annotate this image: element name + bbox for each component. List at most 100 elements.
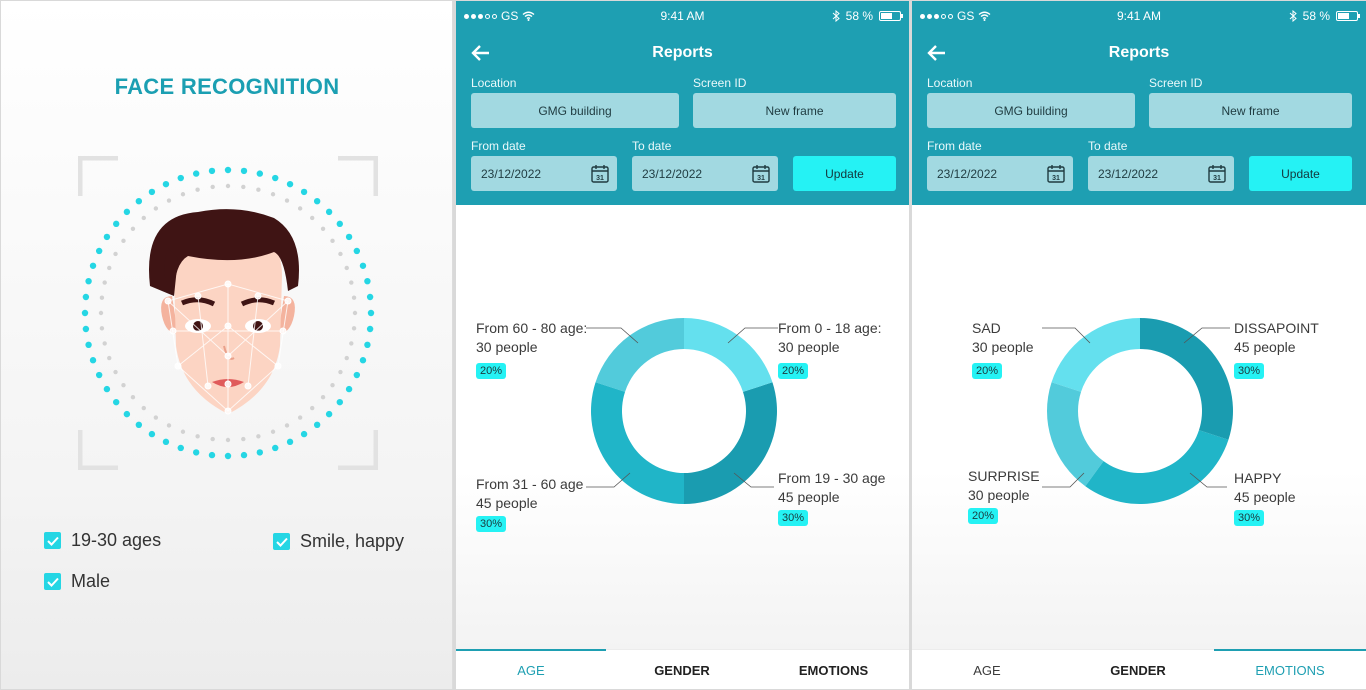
to-date-field[interactable]: 23/12/2022 31 — [632, 156, 778, 191]
donut-slice-1 — [684, 382, 777, 504]
scan-dot — [102, 280, 107, 285]
update-button[interactable]: Update — [1249, 156, 1352, 191]
age-19-30-percent-badge: 30% — [778, 510, 809, 526]
calendar-icon[interactable]: 31 — [1208, 164, 1226, 183]
check-gender-label: Male — [71, 571, 111, 591]
emotion-dissapoint-label: DISSAPOINT 45 people — [1234, 320, 1319, 355]
calendar-icon[interactable]: 31 — [591, 164, 609, 183]
location-label: Location — [927, 76, 973, 90]
scan-dot — [208, 451, 216, 459]
scan-dot — [95, 247, 103, 255]
carrier-label: GS — [957, 9, 975, 23]
scan-dot — [98, 310, 104, 316]
checkbox-checked-icon[interactable] — [44, 532, 61, 549]
scan-dot — [310, 215, 315, 221]
scan-dot — [240, 167, 248, 175]
scan-dot — [107, 355, 112, 361]
wifi-icon — [978, 11, 991, 21]
scan-dot — [123, 410, 131, 418]
check-age-item[interactable]: 19-30 ages — [44, 530, 161, 551]
carrier-label: GS — [501, 9, 519, 23]
scan-dot — [366, 325, 374, 333]
tab-age[interactable]: AGE — [456, 649, 606, 689]
scan-dot — [313, 421, 321, 429]
scan-dot — [82, 325, 90, 333]
age-donut-chart — [586, 318, 778, 504]
tab-emotions[interactable]: EMOTIONS — [1214, 649, 1366, 689]
screen-id-label: Screen ID — [1149, 76, 1203, 90]
tab-gender[interactable]: GENDER — [1110, 662, 1166, 678]
scan-dot — [325, 410, 333, 418]
check-gender-item[interactable]: Male — [44, 571, 110, 592]
bluetooth-icon — [832, 10, 840, 22]
scan-dot — [300, 188, 308, 196]
scan-dot — [130, 226, 136, 231]
svg-text:31: 31 — [596, 175, 604, 182]
emotion-happy-label: HAPPY 45 people — [1234, 470, 1296, 505]
to-date-field[interactable]: 23/12/2022 31 — [1088, 156, 1234, 191]
scan-dot — [121, 238, 126, 244]
scan-dot — [225, 437, 231, 443]
scan-dot — [270, 192, 276, 197]
battery-percent: 58 % — [845, 9, 873, 23]
tab-gender[interactable]: GENDER — [654, 662, 710, 678]
wifi-icon — [522, 11, 535, 21]
tab-age[interactable]: AGE — [973, 662, 1001, 678]
scan-dot — [192, 449, 200, 456]
scan-dot — [284, 198, 290, 203]
scan-dot — [224, 166, 232, 174]
scan-dot — [102, 341, 107, 346]
scan-dot — [148, 430, 156, 438]
scan-dot — [103, 233, 111, 241]
scan-dot — [345, 233, 353, 241]
scan-dot — [113, 369, 118, 375]
svg-text:31: 31 — [1213, 175, 1221, 182]
scan-dot — [135, 421, 143, 429]
donut-slice-3 — [1051, 318, 1140, 392]
calendar-icon[interactable]: 31 — [1047, 164, 1065, 183]
age-31-60-percent-badge: 30% — [476, 516, 507, 532]
scan-dot — [81, 309, 89, 317]
face-recognition-title: FACE RECOGNITION — [114, 74, 340, 99]
battery-icon — [1336, 11, 1360, 21]
status-time: 9:41 AM — [660, 9, 705, 23]
emotion-happy-percent-badge: 30% — [1234, 510, 1265, 526]
scan-dot — [180, 429, 186, 434]
scan-dot — [336, 220, 344, 228]
scan-dot — [180, 192, 186, 197]
reports-age-screen: GS 9:41 AM 58 % Reports Location GMG bui… — [456, 1, 909, 689]
check-emotion-item[interactable]: Smile, happy — [273, 531, 404, 552]
scan-dot — [195, 434, 200, 439]
reports-header: GS 9:41 AM 58 % Reports Location GMG bui… — [456, 1, 909, 205]
scan-dot — [225, 183, 231, 189]
bottom-tab-bar: AGE GENDER EMOTIONS — [912, 649, 1366, 689]
emotion-sad-label: SAD 30 people — [972, 320, 1034, 355]
age-0-18-label: From 0 - 18 age: 30 people — [778, 320, 882, 355]
age-60-80-label: From 60 - 80 age: 30 people — [476, 320, 588, 355]
scan-dot — [241, 436, 246, 442]
scan-dot — [99, 326, 105, 331]
scan-dot — [353, 371, 361, 379]
tab-emotions[interactable]: EMOTIONS — [798, 662, 869, 678]
emotion-surprise-label: SURPRISE 30 people — [968, 468, 1040, 503]
from-date-field[interactable]: 23/12/2022 31 — [471, 156, 617, 191]
chart-area: DISSAPOINT 45 people 30% HAPPY 45 people 3… — [912, 205, 1366, 649]
scan-dot — [121, 382, 126, 388]
back-arrow-icon[interactable] — [469, 41, 493, 65]
location-select[interactable]: GMG building — [927, 93, 1135, 128]
scan-dot — [359, 262, 367, 269]
calendar-icon[interactable]: 31 — [752, 164, 770, 183]
scan-dot — [344, 355, 349, 361]
location-select[interactable]: GMG building — [471, 93, 679, 128]
scan-dot — [123, 208, 131, 216]
back-arrow-icon[interactable] — [925, 41, 949, 65]
checkbox-checked-icon[interactable] — [273, 533, 290, 550]
checkbox-checked-icon[interactable] — [44, 573, 61, 590]
from-date-field[interactable]: 23/12/2022 31 — [927, 156, 1073, 191]
face-recognition-panel: FACE RECOGNITION — [1, 1, 453, 689]
screen-id-select[interactable]: New frame — [1149, 93, 1352, 128]
screen-id-select[interactable]: New frame — [693, 93, 896, 128]
scan-dot — [297, 415, 303, 420]
update-button[interactable]: Update — [793, 156, 896, 191]
scan-dot — [107, 265, 112, 271]
